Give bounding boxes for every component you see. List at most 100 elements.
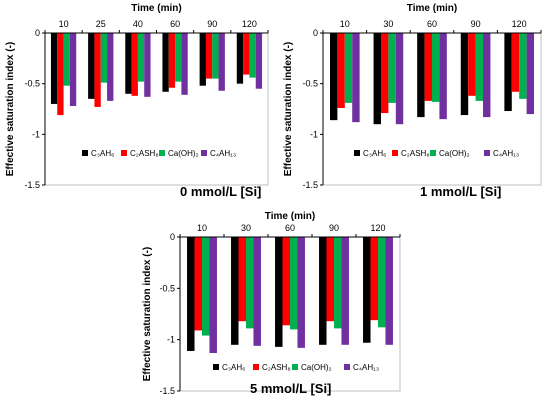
bar [107,33,114,101]
bar [249,33,256,78]
legend-label: C₂ASH₈ [262,363,291,372]
x-axis-title: Time (min) [407,3,457,14]
x-tick-label: 40 [133,19,143,29]
y-tick-label: -0.5 [302,79,318,89]
bar [144,33,151,97]
legend-label: Ca(OH)₂ [439,149,470,158]
bar [137,33,145,82]
bar [69,33,77,106]
x-tick-label: 120 [370,223,385,233]
x-tick-label: 60 [170,19,180,29]
bar [275,237,283,347]
legend-label: C₃AH₆ [222,363,245,372]
bar [88,33,95,99]
bar [194,237,202,331]
bar [319,237,327,345]
legend-label: Ca(OH)₂ [301,363,332,372]
legend-swatch [82,150,88,156]
legend-swatch [121,150,127,156]
x-tick-label: 90 [471,19,481,29]
bar [246,237,254,329]
legend-swatch [201,150,207,156]
bar [388,33,396,103]
y-tick-label: 0 [313,28,318,38]
y-axis-title: Effective saturation index (-) [5,42,16,176]
bar [243,33,250,75]
bar [125,33,132,94]
bar [326,237,334,322]
bar [341,237,349,345]
bar [439,33,447,120]
bar [218,33,225,91]
bar [212,33,219,79]
bar [131,33,138,96]
bar [94,33,101,107]
chart-panel-1: 0 -0.5 -1 -1.5 10 25 40 60 90 120 Time (min) Effect… [5,3,269,199]
legend-swatch [159,150,165,156]
bar [199,33,206,86]
bar [238,237,246,322]
legend-label: C₂ASH₈ [401,149,430,158]
x-tick-label: 25 [96,19,106,29]
legend-swatch [354,150,360,156]
y-tick-label: -1.5 [24,180,40,190]
bar [181,33,188,95]
legend-swatch [484,150,490,156]
y-tick-label: -1 [32,129,40,139]
bar [380,33,389,114]
chart-panel-2: 0 -0.5 -1 -1.5 10 30 60 90 120 Time (min) Effectiv… [283,3,542,199]
legend-label: Ca(OH)₂ [168,149,199,158]
bar [50,33,58,104]
bar [334,237,342,329]
bar [468,33,476,96]
bar [483,33,491,118]
bar [168,33,176,88]
y-tick-label: -0.5 [159,283,175,293]
legend: C₃AH₆ C₂ASH₈ Ca(OH)₂ C₄AH₁₃ [82,149,236,158]
legend-label: C₄AH₁₃ [353,363,379,372]
bar [378,237,386,328]
bar [526,33,535,115]
bar [460,33,469,116]
bar [511,33,520,92]
legend: C₃AH₆ C₂ASH₈ Ca(OH)₂ C₄AH₁₃ [354,149,519,158]
y-tick-label: -1 [167,335,175,345]
y-tick-label: -1.5 [302,180,318,190]
bar [373,33,381,125]
legend-label: C₄AH₁₃ [493,149,519,158]
x-tick-label: 30 [383,19,393,29]
y-tick-label: 0 [170,232,175,242]
legend: C₃AH₆ C₂ASH₈ Ca(OH)₂ C₄AH₁₃ [213,363,379,372]
bar [370,237,378,321]
panel-title: 0 mmol/L [Si] [180,184,261,199]
legend-swatch [392,150,398,156]
x-tick-label: 90 [329,223,339,233]
y-tick-label: -0.5 [24,79,40,89]
y-tick-label: -1 [310,129,318,139]
bar [253,237,261,346]
bar [385,237,393,345]
bar [519,33,527,99]
legend-label: C₂ASH₈ [130,149,159,158]
y-tick-label: 0 [35,28,40,38]
x-axis-title: Time (min) [265,211,315,222]
bar [290,237,298,330]
legend-swatch [213,364,219,370]
panel-title: 1 mmol/L [Si] [420,184,501,199]
x-tick-label: 120 [242,19,257,29]
x-tick-label: 120 [512,19,527,29]
legend-label: C₄AH₁₃ [210,149,236,158]
panel-title: 5 mmol/L [Si] [250,381,331,396]
bar [175,33,182,82]
bar [297,237,305,348]
legend-label: C₃AH₆ [91,149,114,158]
bar [395,33,404,125]
legend-label: C₃AH₆ [363,149,386,158]
bar [329,33,338,121]
x-tick-label: 10 [340,19,350,29]
y-axis-title: Effective saturation index (-) [142,247,153,381]
legend-swatch [253,364,259,370]
bar [432,33,440,102]
legend-swatch [344,364,350,370]
